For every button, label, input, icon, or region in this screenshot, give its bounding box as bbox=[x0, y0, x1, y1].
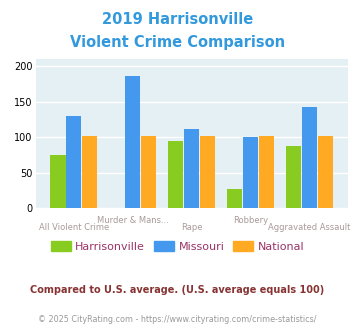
Bar bbox=[168, 141, 184, 208]
Bar bbox=[50, 155, 66, 208]
Bar bbox=[200, 137, 215, 208]
Bar bbox=[141, 137, 156, 208]
Bar bbox=[243, 137, 258, 208]
Text: Compared to U.S. average. (U.S. average equals 100): Compared to U.S. average. (U.S. average … bbox=[31, 285, 324, 295]
Bar bbox=[66, 116, 82, 208]
Text: 2019 Harrisonville: 2019 Harrisonville bbox=[102, 12, 253, 26]
Text: Murder & Mans...: Murder & Mans... bbox=[97, 216, 169, 225]
Bar bbox=[302, 107, 317, 208]
Bar bbox=[259, 137, 274, 208]
Bar bbox=[286, 146, 301, 208]
Bar bbox=[82, 137, 97, 208]
Bar bbox=[227, 189, 242, 208]
Bar bbox=[184, 129, 200, 208]
Text: Rape: Rape bbox=[181, 223, 202, 232]
Text: Robbery: Robbery bbox=[233, 216, 268, 225]
Bar bbox=[125, 76, 141, 208]
Text: Violent Crime Comparison: Violent Crime Comparison bbox=[70, 35, 285, 50]
Bar bbox=[318, 137, 333, 208]
Text: © 2025 CityRating.com - https://www.cityrating.com/crime-statistics/: © 2025 CityRating.com - https://www.city… bbox=[38, 315, 317, 324]
Text: Aggravated Assault: Aggravated Assault bbox=[268, 223, 351, 232]
Legend: Harrisonville, Missouri, National: Harrisonville, Missouri, National bbox=[46, 237, 309, 256]
Text: All Violent Crime: All Violent Crime bbox=[39, 223, 109, 232]
